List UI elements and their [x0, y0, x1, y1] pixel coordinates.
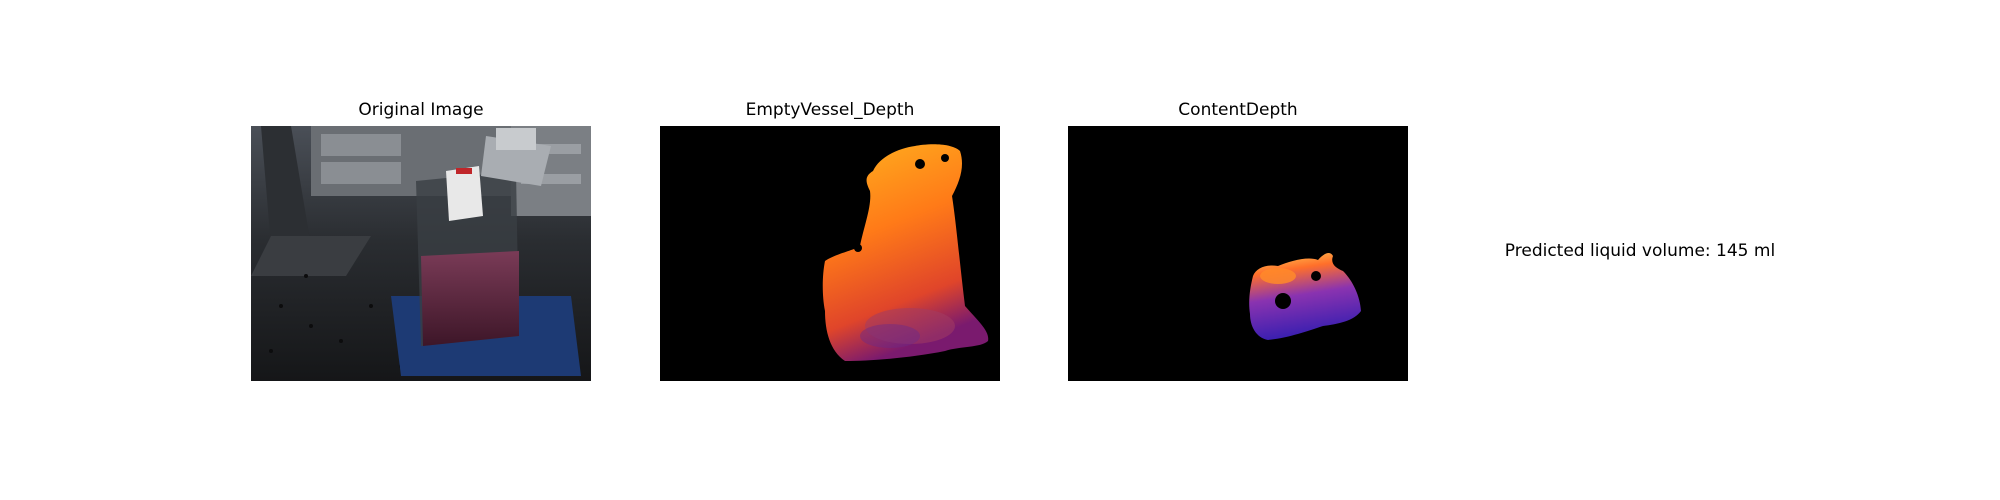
- predicted-volume-text: Predicted liquid volume: 145 ml: [1504, 241, 1776, 261]
- empty-vessel-depth-title: EmptyVessel_Depth: [745, 100, 915, 120]
- original-image-photo: [251, 126, 591, 381]
- empty-vessel-depth-map: [660, 126, 1000, 381]
- content-depth-title: ContentDepth: [1178, 100, 1298, 120]
- original-image-panel: [251, 126, 591, 381]
- content-depth-panel: [1068, 126, 1408, 381]
- original-image-title: Original Image: [358, 100, 484, 120]
- empty-vessel-depth-panel: [660, 126, 1000, 381]
- content-depth-map: [1068, 126, 1408, 381]
